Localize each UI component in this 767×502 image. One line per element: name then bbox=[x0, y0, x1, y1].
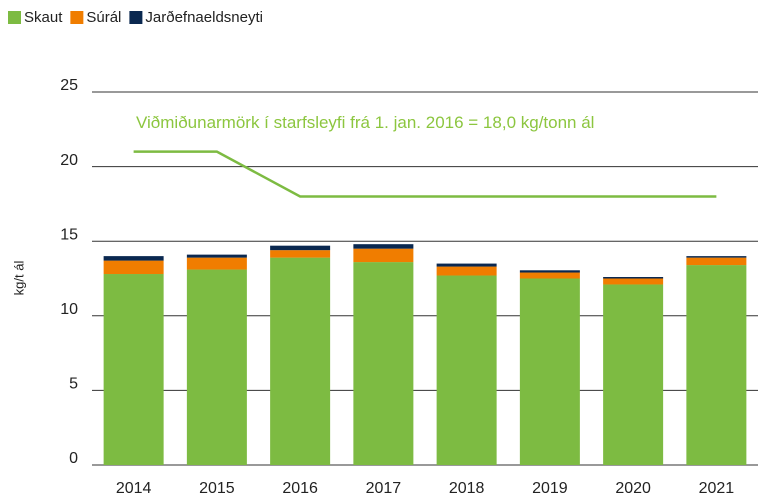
bar-segment bbox=[436, 266, 497, 276]
bar-segment bbox=[270, 257, 331, 465]
x-tick-label: 2019 bbox=[532, 480, 568, 497]
y-tick-label: 5 bbox=[69, 376, 78, 393]
bar-segment bbox=[186, 269, 247, 465]
bar-segment bbox=[103, 260, 164, 275]
bar-segment bbox=[436, 275, 497, 465]
x-tick-label: 2016 bbox=[282, 480, 318, 497]
x-tick-label: 2017 bbox=[366, 480, 402, 497]
y-tick-label: 25 bbox=[60, 77, 78, 94]
x-tick-label: 2021 bbox=[699, 480, 735, 497]
bar-segment bbox=[519, 270, 580, 273]
legend-swatch bbox=[129, 11, 143, 24]
x-tick-label: 2015 bbox=[199, 480, 235, 497]
x-tick-label: 2014 bbox=[116, 480, 152, 497]
bar-segment bbox=[353, 244, 414, 249]
bar-segment bbox=[353, 248, 414, 263]
y-tick-label: 20 bbox=[60, 152, 78, 169]
y-tick-label: 15 bbox=[60, 226, 78, 243]
bar-segment bbox=[686, 257, 747, 266]
bar-segment bbox=[603, 278, 664, 285]
bar-segment bbox=[270, 250, 331, 258]
limit-label: Viðmiðunarmörk í starfsleyfi frá 1. jan.… bbox=[136, 113, 594, 132]
bar-segment bbox=[186, 257, 247, 270]
legend-label: Skaut bbox=[24, 9, 63, 26]
legend-label: Súrál bbox=[86, 9, 121, 26]
legend-label: Jarðefnaeldsneyti bbox=[145, 9, 263, 26]
bar-segment bbox=[103, 274, 164, 465]
x-tick-label: 2020 bbox=[615, 480, 651, 497]
bar-segment bbox=[603, 277, 664, 279]
y-tick-label: 0 bbox=[69, 450, 78, 467]
y-axis-label: kg/t ál bbox=[11, 261, 26, 296]
bar-segment bbox=[186, 254, 247, 258]
bar-segment bbox=[103, 256, 164, 261]
x-tick-label: 2018 bbox=[449, 480, 485, 497]
bar-segment bbox=[519, 272, 580, 279]
bar-segment bbox=[686, 256, 747, 258]
bar-segment bbox=[603, 284, 664, 465]
bar-segment bbox=[270, 245, 331, 251]
bar-segment bbox=[436, 263, 497, 267]
bar-segment bbox=[686, 265, 747, 465]
legend-swatch bbox=[8, 11, 21, 24]
bar-segment bbox=[519, 278, 580, 465]
y-tick-label: 10 bbox=[60, 301, 78, 318]
legend-swatch bbox=[70, 11, 84, 24]
limit-line bbox=[133, 150, 717, 198]
bar-segment bbox=[353, 262, 414, 465]
